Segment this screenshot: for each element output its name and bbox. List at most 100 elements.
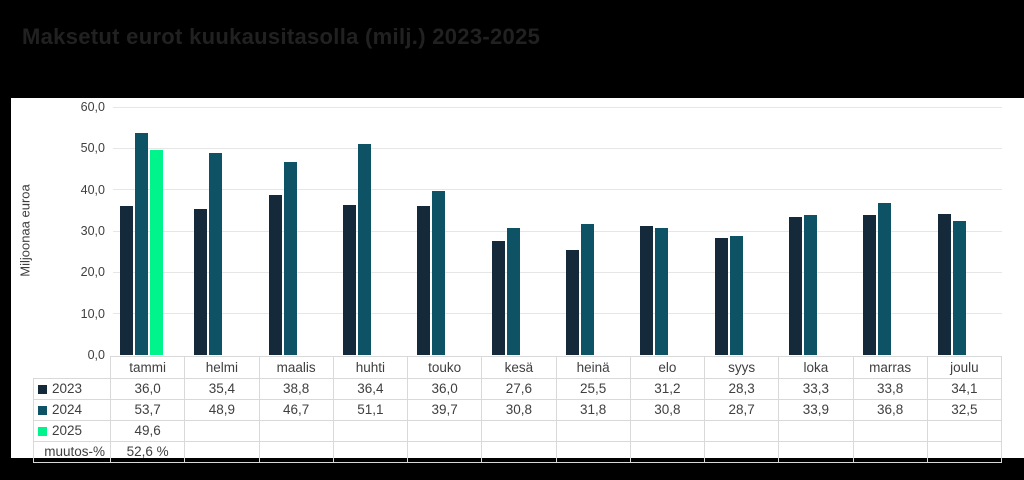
bar-2024-marras xyxy=(878,202,892,355)
table-cell xyxy=(852,441,928,463)
bar-2023-heinä xyxy=(566,249,579,355)
table-cell xyxy=(629,441,706,463)
table-cell xyxy=(481,441,557,463)
bar-2024-touko xyxy=(432,190,446,355)
bar-2023-helmi xyxy=(194,208,208,355)
table-cell: 36,0 xyxy=(109,378,186,400)
table-cell xyxy=(703,441,780,463)
bar-group-tammi xyxy=(110,107,184,355)
bar-group-huhti xyxy=(333,107,407,355)
bar-group-loka xyxy=(779,107,853,355)
table-cell: 49,6 xyxy=(109,420,186,442)
plot-area xyxy=(110,106,1002,355)
table-cell: 35,4 xyxy=(184,378,260,400)
bar-2024-maalis xyxy=(283,161,297,355)
bar-group-maalis xyxy=(259,107,333,355)
month-header-row: tammi helmi maalis huhti touko kesä heinä elo sy… xyxy=(34,356,1003,379)
month-header-syys: syys xyxy=(703,356,780,379)
table-cell xyxy=(332,441,409,463)
table-cell: 36,8 xyxy=(852,399,928,421)
y-tick-label: 10,0 xyxy=(80,306,105,321)
table-cell xyxy=(258,420,334,442)
table-cell xyxy=(258,441,334,463)
table-cell: 28,7 xyxy=(703,399,780,421)
table-cell xyxy=(481,420,557,442)
bar-group-touko xyxy=(407,107,481,355)
table-cell: 31,8 xyxy=(555,399,631,421)
table-cell xyxy=(926,441,1003,463)
month-header-helmi: helmi xyxy=(184,356,260,379)
bar-2024-tammi xyxy=(135,133,148,355)
bar-2024-joulu xyxy=(952,220,966,355)
table-cell: 30,8 xyxy=(629,399,706,421)
table-cell: 28,3 xyxy=(703,378,780,400)
bar-group-helmi xyxy=(184,107,258,355)
bar-group-joulu xyxy=(928,107,1002,355)
table-row-2024: 2024 53,7 48,9 46,7 51,1 39,7 30,8 31,8 30,8 28,7… xyxy=(33,399,1003,421)
table-cell: 33,3 xyxy=(778,378,854,400)
y-tick-label: 30,0 xyxy=(80,224,105,238)
month-header-tammi: tammi xyxy=(109,356,186,379)
gridline xyxy=(113,106,1002,108)
table-cell: 39,7 xyxy=(406,399,483,421)
bar-2024-kesä xyxy=(506,227,520,355)
table-cell: 25,5 xyxy=(555,378,631,400)
table-cell: 30,8 xyxy=(481,399,557,421)
y-tick-label: 40,0 xyxy=(80,182,105,197)
bar-2023-syys xyxy=(714,238,728,355)
table-cell: 52,6 % xyxy=(109,441,186,463)
table-cell xyxy=(778,441,854,463)
gridline xyxy=(113,230,1002,232)
bar-group-syys xyxy=(705,107,779,355)
table-cell: 48,9 xyxy=(184,399,260,421)
legend-swatch-2023 xyxy=(38,385,47,394)
table-cell: 33,8 xyxy=(852,378,928,400)
gridline xyxy=(113,189,1002,191)
bar-2024-loka xyxy=(804,214,817,355)
y-tick-label: 60,0 xyxy=(80,100,105,114)
table-cell: 36,0 xyxy=(406,378,483,400)
gridline xyxy=(113,313,1002,315)
table-cell xyxy=(406,420,483,442)
table-cell xyxy=(332,420,409,442)
table-cell: 31,2 xyxy=(629,378,706,400)
row-label-2023: 2023 xyxy=(33,378,111,400)
gridline xyxy=(113,271,1002,273)
table-cell xyxy=(184,441,260,463)
bar-group-elo xyxy=(630,107,704,355)
month-header-elo: elo xyxy=(629,356,706,379)
bar-2024-helmi xyxy=(209,152,223,355)
bar-2023-joulu xyxy=(937,214,951,355)
y-tick-label: 20,0 xyxy=(80,265,105,280)
bar-2023-touko xyxy=(417,206,431,355)
chart-panel: Miljoonaa euroa tammi helmi maalis huhti tou… xyxy=(11,98,1024,463)
bar-2023-elo xyxy=(640,226,654,355)
bar-2025-tammi xyxy=(150,150,163,355)
y-tick-label: 50,0 xyxy=(80,141,105,156)
month-header-huhti: huhti xyxy=(332,356,409,379)
month-header-touko: touko xyxy=(406,356,483,379)
bar-2024-heinä xyxy=(581,223,594,355)
table-cell: 53,7 xyxy=(109,399,186,421)
month-header-joulu: joulu xyxy=(926,356,1003,379)
table-cell xyxy=(703,420,780,442)
table-cell: 46,7 xyxy=(258,399,334,421)
row-label-2024: 2024 xyxy=(33,399,111,421)
table-cell xyxy=(629,420,706,442)
legend-swatch-2025 xyxy=(38,427,47,436)
table-cell xyxy=(852,420,928,442)
bar-2023-loka xyxy=(789,217,802,355)
table-cell: 38,8 xyxy=(258,378,334,400)
table-cell xyxy=(406,441,483,463)
month-header-loka: loka xyxy=(778,356,854,379)
bar-group-kesä xyxy=(482,107,556,355)
table-cell xyxy=(184,420,260,442)
bar-2023-maalis xyxy=(268,194,282,355)
gridline xyxy=(113,147,1002,149)
table-cell: 51,1 xyxy=(332,399,409,421)
bar-2024-elo xyxy=(655,227,669,355)
month-header-maalis: maalis xyxy=(258,356,334,379)
month-header-kesä: kesä xyxy=(481,356,557,379)
table-row-2025: 2025 49,6 xyxy=(33,420,1003,442)
